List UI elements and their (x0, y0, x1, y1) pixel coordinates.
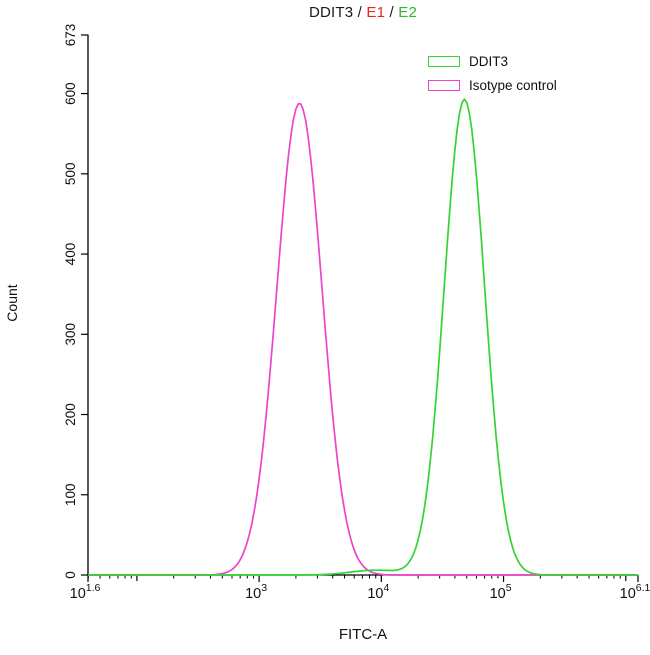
chart-title: DDIT3 / E1 / E2 (88, 4, 638, 21)
series-curve-isotype-control (88, 103, 638, 576)
x-tick-label: 106.1 (620, 582, 650, 602)
legend: DDIT3 Isotype control (428, 54, 557, 93)
legend-swatch-isotype-control (428, 80, 460, 91)
y-tick-label: 300 (63, 323, 78, 346)
x-tick-label: 104 (367, 582, 389, 602)
x-tick-label: 103 (245, 582, 267, 602)
series-curve-ddit3 (88, 98, 638, 576)
y-tick-label: 500 (63, 163, 78, 186)
chart-title-e2: E2 (398, 4, 418, 21)
x-tick-label: 101.6 (70, 582, 101, 602)
chart-title-separator: / (385, 4, 399, 21)
y-tick-label: 100 (63, 483, 78, 506)
axes (87, 34, 638, 576)
legend-item-ddit3: DDIT3 (428, 54, 557, 69)
legend-swatch-ddit3 (428, 56, 460, 67)
x-axis-title: FITC-A (338, 626, 388, 643)
y-tick-label: 400 (63, 243, 78, 266)
legend-item-isotype-control: Isotype control (428, 78, 557, 93)
y-tick-label: 200 (63, 403, 78, 426)
y-tick-label: 600 (63, 82, 78, 105)
y-tick-label: 673 (63, 24, 78, 47)
chart-title-e1: E1 (366, 4, 386, 21)
legend-label-isotype-control: Isotype control (469, 78, 557, 93)
x-tick-label: 105 (490, 582, 512, 602)
chart-title-separator: / (353, 4, 367, 21)
chart-title-sample: DDIT3 (308, 4, 354, 21)
y-tick-label: 0 (63, 571, 78, 579)
legend-label-ddit3: DDIT3 (469, 54, 509, 69)
